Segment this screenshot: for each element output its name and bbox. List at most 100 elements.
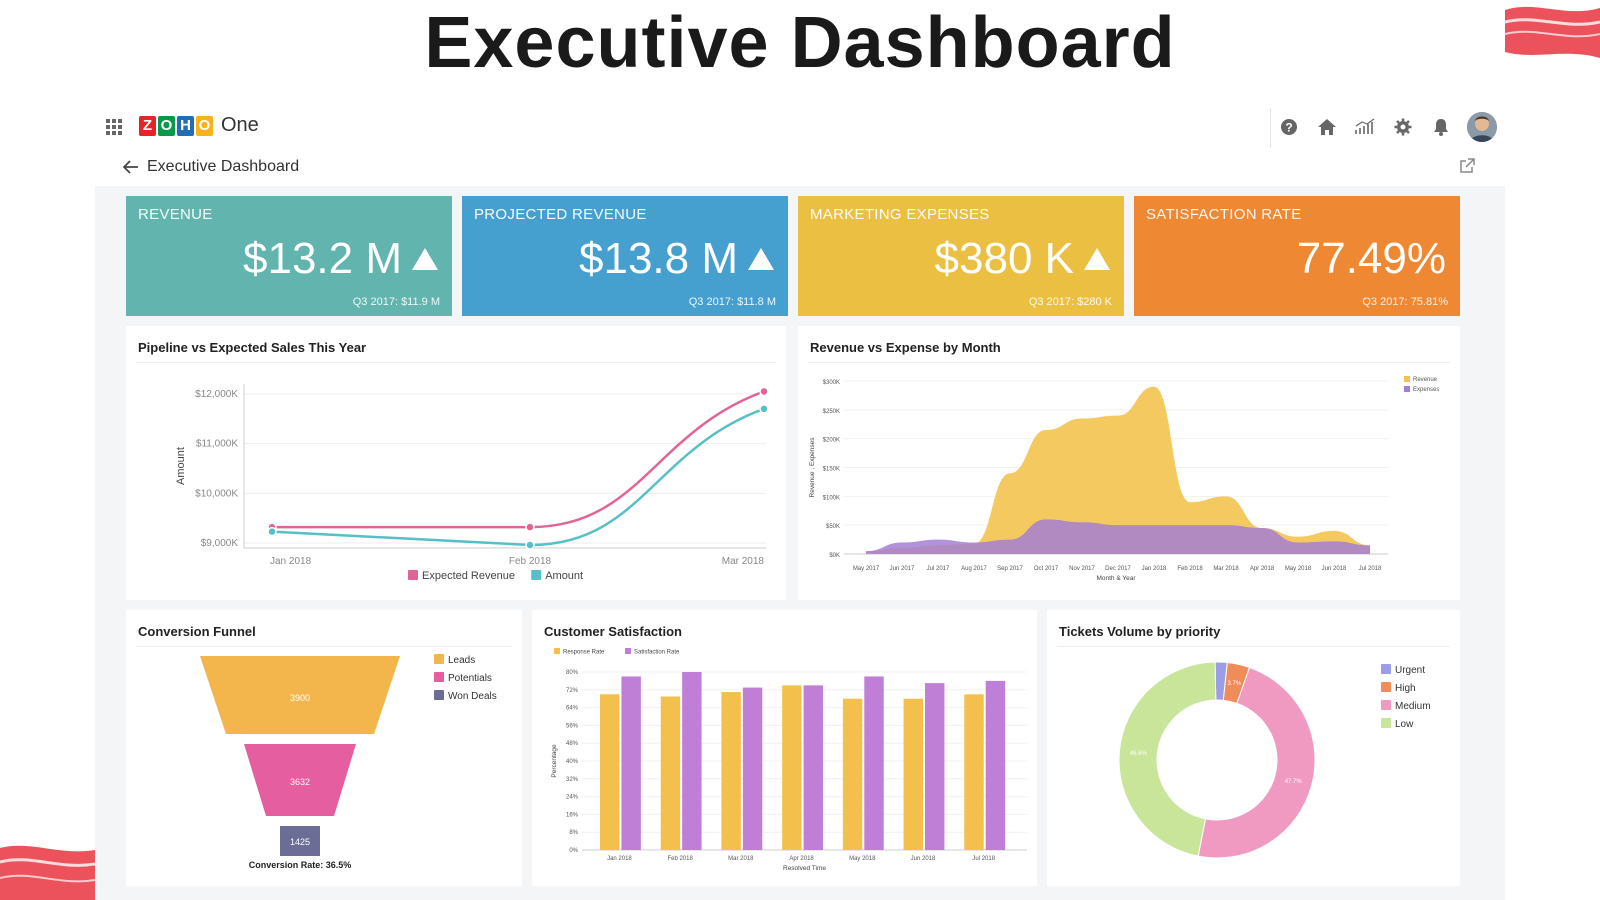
app-launcher-icon[interactable] [105,118,123,136]
kpi-label: SATISFACTION RATE [1146,206,1302,223]
x-tick-label: Jun 2018 [911,856,936,862]
x-tick-label: Nov 2017 [1069,566,1095,572]
y-axis-label: Amount [175,447,187,485]
kpi-comparison: Q3 2017: 75.81% [1362,296,1448,308]
x-tick-label: May 2018 [849,856,876,862]
notifications-icon[interactable] [1429,115,1453,139]
bar [621,676,641,850]
funnel-stage [200,656,400,734]
tick-label: 80% [566,670,579,676]
legend-swatch [1381,718,1391,728]
legend-label: Revenue [1413,377,1438,383]
chart-title: Revenue vs Expense by Month [810,340,1001,355]
kpi-card-projected-revenue[interactable]: PROJECTED REVENUE $13.8 M Q3 2017: $11.8… [462,196,788,316]
tick-label: 8% [569,830,578,836]
settings-icon[interactable] [1391,115,1415,139]
legend-swatch [625,648,631,654]
bar [903,698,923,850]
bar [682,672,702,850]
x-axis-label: Resolved Time [783,865,826,872]
decorative-swoosh [1505,0,1600,58]
tick-label: $200K [823,438,840,444]
pipeline-chart-card: Pipeline vs Expected Sales This Year $9,… [126,326,786,600]
tick-label: $9,000K [201,538,239,549]
kpi-card-revenue[interactable]: REVENUE $13.2 M Q3 2017: $11.9 M [126,196,452,316]
x-tick-label: Jul 2018 [972,856,995,862]
kpi-label: REVENUE [138,206,213,223]
data-point [525,540,535,550]
conversion-funnel-chart: 3900 Leads 3632 Potentials 1425 Won Deals Conv… [200,654,497,870]
tick-label: $250K [823,409,840,415]
x-tick-label: Mar 2018 [728,856,754,862]
product-name: One [221,114,259,136]
x-tick-label: Feb 2018 [1177,566,1203,572]
tick-label: $0K [829,553,840,559]
logo-letter: O [196,115,213,136]
back-button[interactable]: Executive Dashboard [123,158,299,176]
legend-swatch [554,648,560,654]
home-icon[interactable] [1315,115,1339,139]
x-tick-label: Jan 2018 [607,856,632,862]
bar [803,685,823,850]
kpi-card-satisfaction-rate[interactable]: SATISFACTION RATE 77.49% Q3 2017: 75.81% [1134,196,1460,316]
kpi-label: PROJECTED REVENUE [474,206,647,223]
slide-title: Executive Dashboard [424,3,1176,83]
help-icon[interactable]: ? [1277,115,1301,139]
funnel-stage [244,744,356,816]
revenue-expense-chart-card: Revenue vs Expense by Month $0K $50K $100K… [798,326,1460,600]
x-tick-label: Apr 2018 [789,856,814,862]
kpi-value: $13.2 M [243,234,402,283]
x-tick-label: Jun 2018 [1322,566,1347,572]
legend-swatch [1381,700,1391,710]
legend-swatch [531,570,542,580]
tick-label: $50K [826,524,840,530]
kpi-comparison: Q3 2017: $11.8 M [688,296,776,308]
kpi-label: MARKETING EXPENSES [810,206,990,223]
tick-label: $100K [823,495,840,501]
tick-label: 48% [566,741,579,747]
legend-label: Low [1395,719,1414,730]
trend-up-icon [412,248,438,270]
x-tick-label: Mar 2018 [722,556,765,567]
bar [742,687,763,850]
legend-swatch [1404,376,1410,382]
trend-up-icon [1084,248,1110,270]
x-tick-label: May 2017 [853,566,880,572]
logo-letter: H [177,115,194,136]
donut-slice [1197,666,1316,859]
donut-slice [1118,661,1217,857]
reports-icon[interactable] [1353,115,1377,139]
y-axis-label: Revenue , Expenses [809,437,816,498]
tick-label: 0% [569,848,578,854]
x-tick-label: Jul 2018 [1359,566,1382,572]
legend-label: Won Deals [448,691,497,702]
bar [964,694,984,850]
logo-letter: Z [139,115,156,136]
bar [985,680,1006,850]
legend-label: High [1395,683,1416,694]
decorative-swoosh [0,840,95,900]
legend-swatch [434,690,444,700]
funnel-footer: Conversion Rate: 36.5% [249,860,352,870]
user-avatar[interactable] [1467,112,1497,142]
open-external-icon[interactable] [1459,158,1475,179]
x-tick-label: Jan 2018 [1142,566,1167,572]
kpi-value: $13.8 M [579,234,738,283]
kpi-card-marketing-expenses[interactable]: MARKETING EXPENSES $380 K Q3 2017: $280 … [798,196,1124,316]
funnel-value-label: 1425 [290,837,310,847]
chart-title: Customer Satisfaction [544,624,682,639]
series-line [272,390,765,529]
x-tick-label: Aug 2017 [961,566,987,572]
tickets-volume-card: Tickets Volume by priority 3.7% 47.7% 46.6… [1047,610,1460,886]
tick-label: 56% [566,723,579,729]
bar [864,676,884,850]
bar [721,692,741,850]
legend-label: Response Rate [563,650,605,656]
zoho-one-logo[interactable]: Z O H O One [139,114,259,137]
trend-up-icon [748,248,774,270]
y-axis-label: Percentage [551,744,558,778]
svg-text:?: ? [1285,121,1292,135]
data-point [759,386,769,397]
x-tick-label: Oct 2017 [1034,566,1059,572]
series-line [271,407,765,547]
